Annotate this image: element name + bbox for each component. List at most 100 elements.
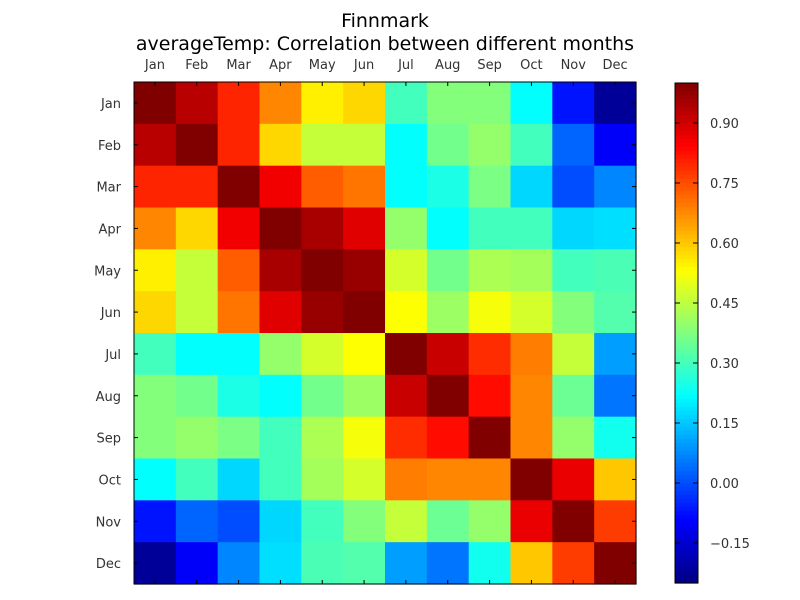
colorbar-strip [675,163,698,168]
heatmap-cell-dec-nov [552,542,595,585]
colorbar-strip [675,467,698,472]
y-tick-label-feb: Feb [98,139,121,154]
colorbar-frame [674,82,699,584]
colorbar-strip [675,503,698,508]
heatmap-cell-aug-jun [343,374,386,418]
heatmap-cell-jan-may [301,82,344,125]
heatmap-cell-mar-aug [426,165,470,209]
colorbar-strip [675,539,698,544]
heatmap-cell-sep-oct [510,416,553,460]
heatmap-cell-jun-oct [510,291,553,334]
y-axis-tick-labels: Jan Feb Mar Apr May Jun Jul Aug Sep Oct Nov Dec [94,97,122,572]
heatmap-cell-jun-aug [426,291,470,334]
heatmap-cell-jun-jul [385,291,428,334]
heatmap-cell-jul-jul [385,333,428,376]
heatmap-cell-oct-jan [134,458,177,501]
heatmap-cell-jun-may [301,291,344,334]
colorbar-strip [675,535,698,540]
colorbar-strip [675,443,698,448]
colorbar-strip [675,183,698,188]
heatmap-cells [134,82,637,585]
heatmap-cell-apr-sep [468,207,512,250]
y-tick-label-jun: Jun [100,306,121,321]
heatmap-cell-feb-oct [510,123,553,167]
colorbar-strip [675,191,698,196]
heatmap-cell-jan-nov [552,82,595,125]
x-tick-label-apr: Apr [269,58,292,73]
heatmap-cell-feb-feb [175,123,219,167]
x-tick-label-aug: Aug [435,58,460,73]
colorbar-strip [675,187,698,192]
colorbar-strip [675,331,698,336]
heatmap-cell-aug-apr [259,374,302,418]
heatmap-cell-feb-nov [552,123,595,167]
heatmap-cell-mar-mar [217,165,261,209]
heatmap-cell-jul-jun [343,333,386,376]
x-tick-label-may: May [309,58,336,73]
colorbar-strip [675,207,698,212]
colorbar-strip [675,395,698,400]
heatmap-cell-aug-may [301,374,344,418]
heatmap-cell-oct-apr [259,458,302,501]
heatmap-cell-apr-apr [259,207,302,250]
colorbar-strip [675,319,698,324]
heatmap-cell-mar-jan [134,165,177,209]
x-tick-label-oct: Oct [520,58,542,73]
heatmap-cell-jun-jun [343,291,386,334]
heatmap-cell-may-dec [594,249,637,292]
heatmap-cell-jan-jan [134,82,177,125]
colorbar-strip [675,147,698,152]
heatmap-cell-dec-oct [510,542,553,585]
heatmap-cell-sep-jan [134,416,177,460]
heatmap-cell-feb-jan [134,123,177,167]
colorbar-tick-label: 0.15 [710,417,739,432]
colorbar-strip [675,291,698,296]
heatmap-cell-oct-feb [175,458,219,501]
colorbar-strip [675,287,698,292]
heatmap-cell-feb-jun [343,123,386,167]
heatmap-cell-feb-sep [468,123,512,167]
y-tick-label-apr: Apr [99,222,122,237]
heatmap-cell-jul-apr [259,333,302,376]
heatmap-cell-apr-jun [343,207,386,250]
chart-subtitle: averageTemp: Correlation between differe… [135,33,635,55]
colorbar-strip [675,579,698,584]
colorbar-strip [675,327,698,332]
heatmap-cell-jul-may [301,333,344,376]
y-tick-label-sep: Sep [96,432,121,447]
colorbar-strip [675,375,698,380]
colorbar-strip [675,307,698,312]
colorbar-strip [675,407,698,412]
colorbar-strip [675,427,698,432]
heatmap-cell-aug-jul [385,374,428,418]
y-tick-label-may: May [94,264,121,279]
heatmap-cell-sep-jun [343,416,386,460]
colorbar-strip [675,487,698,492]
heatmap-cell-sep-jul [385,416,428,460]
heatmap-cell-dec-apr [259,542,302,585]
colorbar-strip [675,399,698,404]
colorbar-strip [675,387,698,392]
heatmap-cell-oct-dec [594,458,637,501]
colorbar-strip [675,315,698,320]
colorbar-strip [675,231,698,236]
colorbar-tick-label: −0.15 [710,537,750,552]
colorbar-strip [675,431,698,436]
colorbar-strip [675,99,698,104]
heatmap-cell-dec-jun [343,542,386,585]
heatmap-cell-nov-feb [175,500,219,543]
heatmap-cell-jan-mar [217,82,261,125]
colorbar-strip [675,151,698,156]
heatmap-cell-dec-feb [175,542,219,585]
colorbar-strip [675,527,698,532]
x-tick-label-dec: Dec [603,58,628,73]
heatmap-cell-mar-jun [343,165,386,209]
heatmap-cell-aug-dec [594,374,637,418]
heatmap-cell-sep-feb [175,416,219,460]
colorbar-strip [675,459,698,464]
y-tick-label-aug: Aug [96,390,121,405]
colorbar-strip [675,511,698,516]
colorbar-strip [675,495,698,500]
x-tick-label-feb: Feb [185,58,208,73]
